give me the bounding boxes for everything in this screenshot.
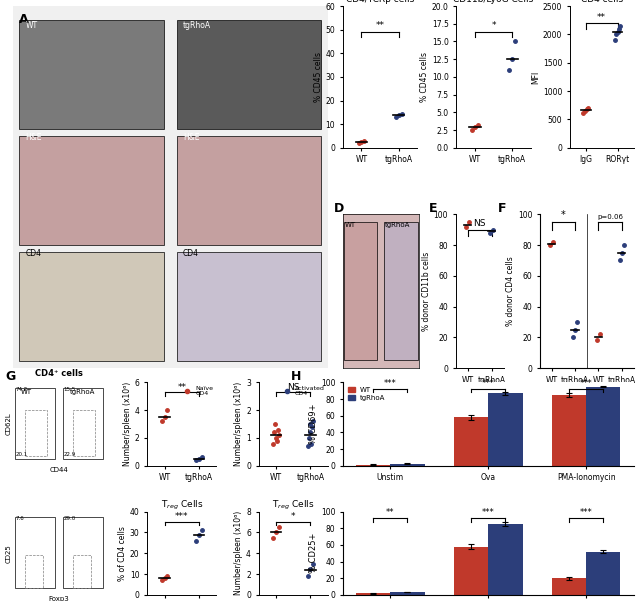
Text: WT: WT (21, 389, 32, 395)
Text: WT: WT (344, 222, 356, 228)
Text: **: ** (597, 13, 606, 22)
Text: C: C (547, 0, 557, 2)
Text: F: F (498, 202, 506, 215)
Text: A: A (19, 13, 29, 26)
Bar (552, 395, 586, 466)
Text: H&E: H&E (183, 133, 200, 142)
Bar (488, 524, 522, 595)
FancyBboxPatch shape (15, 388, 55, 459)
Text: *: * (291, 512, 296, 521)
Text: G: G (5, 370, 15, 383)
Bar (356, 593, 390, 595)
Text: ***: *** (482, 508, 495, 517)
Text: tgRhoA: tgRhoA (183, 20, 211, 29)
Bar (25, 555, 44, 588)
Y-axis label: CD62L: CD62L (5, 413, 12, 436)
Text: **: ** (177, 383, 186, 392)
Bar (488, 393, 522, 466)
Bar (356, 465, 390, 466)
Bar (25, 410, 47, 456)
FancyBboxPatch shape (63, 388, 103, 459)
Bar (586, 552, 620, 595)
X-axis label: Bone marrow: Bone marrow (451, 386, 508, 395)
Bar (390, 592, 424, 595)
X-axis label: CD44: CD44 (49, 467, 68, 473)
Text: CD4: CD4 (26, 249, 42, 258)
FancyBboxPatch shape (15, 517, 55, 588)
Text: ***: *** (175, 512, 189, 521)
Y-axis label: % donor CD11b cells: % donor CD11b cells (422, 252, 431, 331)
Text: p=0.06: p=0.06 (597, 215, 623, 221)
Text: NS: NS (473, 219, 486, 228)
Text: D: D (333, 202, 344, 215)
Text: B: B (317, 0, 326, 2)
Legend: Naïve
CD4: Naïve CD4 (184, 385, 213, 396)
X-axis label: Foxp3: Foxp3 (49, 596, 69, 601)
Text: CD4⁺ cells: CD4⁺ cells (35, 369, 83, 378)
Bar (454, 547, 488, 595)
Bar (454, 418, 488, 466)
Title: T$_{reg}$ Cells: T$_{reg}$ Cells (272, 498, 314, 511)
Text: 22.9: 22.9 (63, 452, 76, 457)
Text: **: ** (376, 21, 385, 30)
Text: 74.2: 74.2 (15, 386, 28, 392)
Text: *: * (492, 21, 496, 30)
FancyBboxPatch shape (19, 136, 164, 245)
Text: **: ** (386, 508, 395, 517)
Y-axis label: % CD45 cells: % CD45 cells (420, 52, 429, 102)
Text: *: * (561, 210, 566, 221)
FancyBboxPatch shape (19, 20, 164, 129)
Text: H: H (291, 370, 301, 383)
FancyBboxPatch shape (63, 517, 103, 588)
Y-axis label: % CD25+: % CD25+ (309, 533, 318, 573)
Y-axis label: Number/spleen (x10⁶): Number/spleen (x10⁶) (234, 382, 243, 466)
Y-axis label: % of CD4 cells: % of CD4 cells (118, 526, 127, 581)
Y-axis label: % CD69+: % CD69+ (309, 404, 318, 444)
Y-axis label: % donor CD4 cells: % donor CD4 cells (506, 256, 515, 326)
Text: Tail skin: Tail skin (595, 395, 625, 404)
Text: ***: *** (580, 379, 593, 388)
FancyBboxPatch shape (384, 222, 418, 361)
Y-axis label: MFI: MFI (531, 70, 540, 84)
Text: tgRhoA: tgRhoA (385, 222, 410, 228)
Text: H&E: H&E (26, 133, 42, 142)
Title: CD11b/Ly6G Cells: CD11b/Ly6G Cells (453, 0, 534, 4)
Bar (586, 386, 620, 466)
Title: CD4/TCRβ cells: CD4/TCRβ cells (346, 0, 414, 4)
FancyBboxPatch shape (177, 252, 321, 361)
Y-axis label: Number/spleen (x10⁶): Number/spleen (x10⁶) (234, 511, 243, 596)
Text: ***: *** (580, 508, 593, 517)
Text: ***: *** (482, 379, 495, 388)
Bar (390, 464, 424, 466)
Text: tgRhoA: tgRhoA (70, 389, 95, 395)
Text: 20.1: 20.1 (15, 452, 28, 457)
Y-axis label: Number/spleen (x10⁶): Number/spleen (x10⁶) (123, 382, 132, 466)
Title: CD4 cells: CD4 cells (580, 0, 623, 4)
Bar (552, 578, 586, 595)
Y-axis label: CD25: CD25 (5, 544, 12, 563)
FancyBboxPatch shape (344, 222, 377, 361)
Text: Spleen: Spleen (550, 395, 576, 404)
Text: 7.6: 7.6 (15, 516, 24, 521)
Y-axis label: % CD45 cells: % CD45 cells (314, 52, 323, 102)
Legend: Activated
CD4: Activated CD4 (284, 385, 324, 396)
Text: CD4: CD4 (183, 249, 199, 258)
Text: E: E (429, 202, 438, 215)
Text: 29.0: 29.0 (63, 516, 76, 521)
Legend: WT, tgRhoA: WT, tgRhoA (346, 386, 387, 402)
Text: ***: *** (384, 379, 397, 388)
Text: WT: WT (26, 20, 38, 29)
Bar (73, 410, 95, 456)
Text: NS: NS (287, 383, 300, 392)
Title: T$_{reg}$ Cells: T$_{reg}$ Cells (161, 498, 203, 511)
FancyBboxPatch shape (177, 136, 321, 245)
FancyBboxPatch shape (177, 20, 321, 129)
FancyBboxPatch shape (19, 252, 164, 361)
Bar (73, 555, 91, 588)
Text: 15.5: 15.5 (63, 386, 76, 392)
